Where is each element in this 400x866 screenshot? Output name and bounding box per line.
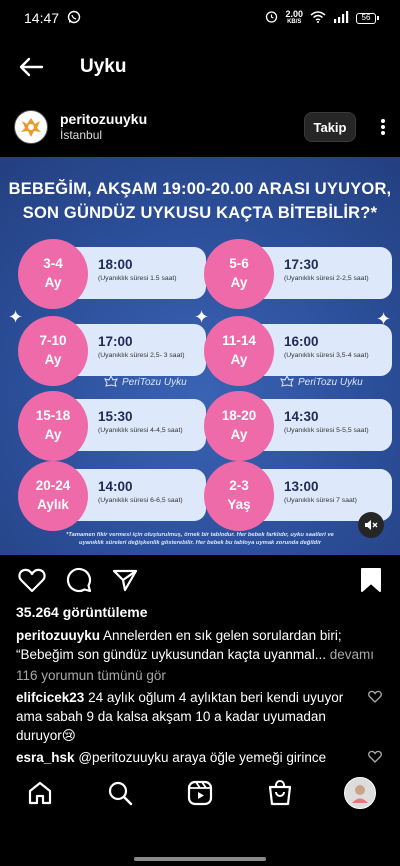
save-button[interactable] bbox=[360, 567, 382, 593]
post-actions bbox=[0, 562, 400, 598]
post-location[interactable]: İstanbul bbox=[60, 128, 103, 142]
alarm-icon bbox=[265, 10, 278, 26]
infographic-footnote: *Tamamen fikir vermesi için oluşturulmuş… bbox=[66, 532, 334, 546]
avatar[interactable] bbox=[14, 110, 48, 144]
heart-icon bbox=[368, 750, 382, 763]
comment-item: elifcicek23 24 aylık oğlum 4 aylıktan be… bbox=[16, 690, 344, 743]
battery-icon: 56 bbox=[356, 12, 379, 24]
bottom-navigation bbox=[0, 768, 400, 818]
post-username[interactable]: peritozuuyku bbox=[60, 111, 148, 127]
top-bar: Uyku bbox=[0, 44, 400, 90]
nav-home[interactable] bbox=[20, 773, 60, 813]
back-arrow-icon bbox=[19, 57, 44, 77]
post-header: peritozuuyku İstanbul Takip bbox=[0, 104, 400, 150]
heart-icon bbox=[18, 568, 46, 593]
nav-shop[interactable] bbox=[260, 773, 300, 813]
share-icon bbox=[112, 569, 138, 592]
comment-username[interactable]: esra_hsk bbox=[16, 750, 75, 765]
brand-logo-icon bbox=[280, 375, 294, 387]
bookmark-icon bbox=[361, 568, 381, 592]
comment-item: esra_hsk @peritozuuyku araya öğle yemeği… bbox=[16, 750, 327, 765]
like-button[interactable] bbox=[18, 567, 46, 593]
brand-logo-icon bbox=[104, 375, 118, 387]
mute-button[interactable] bbox=[358, 512, 384, 538]
page-title: Uyku bbox=[80, 56, 127, 77]
signal-icon bbox=[333, 10, 349, 26]
nav-reels[interactable] bbox=[180, 773, 220, 813]
more-vertical-icon bbox=[381, 119, 385, 135]
share-button[interactable] bbox=[112, 568, 138, 592]
home-indicator[interactable] bbox=[134, 857, 266, 861]
more-options-button[interactable] bbox=[360, 112, 386, 142]
status-bar: 14:47 2.00 KB/S 56 bbox=[0, 0, 400, 36]
comment-username[interactable]: elifcicek23 bbox=[16, 690, 85, 705]
brand-watermark: PeriTozu Uyku bbox=[280, 375, 363, 389]
profile-avatar bbox=[344, 777, 376, 809]
nav-profile[interactable] bbox=[340, 773, 380, 813]
follow-button[interactable]: Takip bbox=[304, 112, 356, 142]
post-caption[interactable]: peritozuuyku Annelerden en sık gelen sor… bbox=[16, 628, 374, 662]
home-icon bbox=[28, 781, 52, 805]
view-count: 35.264 görüntüleme bbox=[16, 604, 148, 620]
brand-watermark: PeriTozu Uyku bbox=[104, 375, 187, 389]
sparkle-icon: ✦ bbox=[8, 307, 24, 327]
nav-search[interactable] bbox=[100, 773, 140, 813]
comment-like-button[interactable] bbox=[368, 690, 382, 708]
comment-icon bbox=[66, 567, 92, 593]
post-image[interactable]: BEBEĞİM, AKŞAM 19:00-20.00 ARASI UYUYOR,… bbox=[0, 157, 400, 555]
wifi-icon bbox=[310, 10, 326, 26]
caption-more-link[interactable]: devamı bbox=[325, 647, 374, 662]
caption-username[interactable]: peritozuuyku bbox=[16, 628, 101, 643]
back-button[interactable] bbox=[0, 44, 62, 90]
mute-icon bbox=[365, 520, 378, 530]
sparkle-icon: ✦ bbox=[194, 307, 210, 327]
shop-icon bbox=[268, 780, 292, 806]
heart-icon bbox=[368, 690, 382, 703]
network-speed: 2.00 KB/S bbox=[285, 9, 303, 26]
whatsapp-icon bbox=[67, 10, 81, 27]
comment-like-button[interactable] bbox=[368, 750, 382, 768]
brand-logo-icon bbox=[21, 118, 41, 137]
status-time: 14:47 bbox=[24, 10, 60, 26]
view-all-comments-link[interactable]: 116 yorumun tümünü gör bbox=[16, 668, 166, 683]
infographic-title: BEBEĞİM, AKŞAM 19:00-20.00 ARASI UYUYOR,… bbox=[8, 180, 392, 222]
comment-button[interactable] bbox=[66, 567, 92, 593]
reels-icon bbox=[187, 780, 213, 806]
search-icon bbox=[108, 781, 133, 806]
